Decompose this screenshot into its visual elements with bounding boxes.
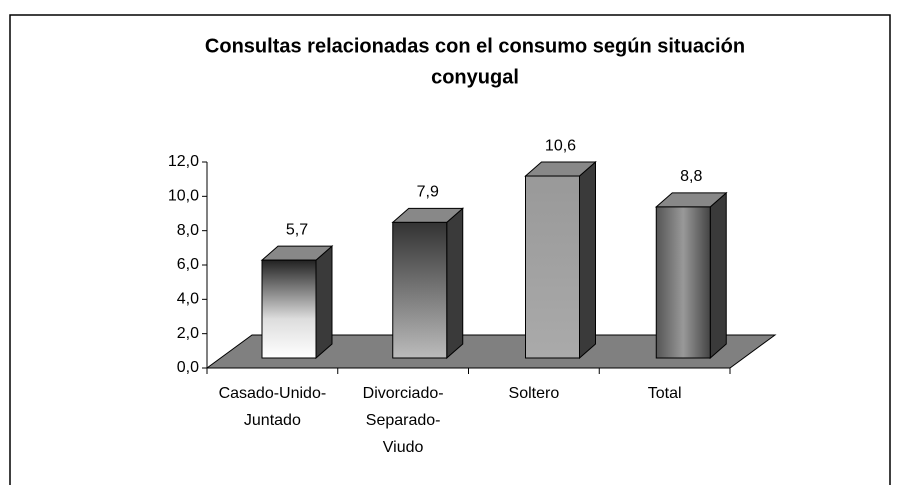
value-label: 8,8 <box>680 168 702 185</box>
chart-title: Consultas relacionadas con el consumo se… <box>205 35 745 57</box>
y-tick-label: 6,0 <box>177 256 199 273</box>
bar-side <box>709 191 727 360</box>
x-tick-label: Viudo <box>383 439 424 456</box>
y-tick-label: 2,0 <box>177 325 199 342</box>
bar-side <box>446 207 464 360</box>
value-label: 10,6 <box>545 137 576 154</box>
chart-title: conyugal <box>431 66 519 88</box>
value-label: 7,9 <box>417 184 439 201</box>
y-tick-label: 8,0 <box>177 222 199 239</box>
y-tick-label: 0,0 <box>177 359 199 376</box>
y-tick-label: 10,0 <box>168 188 199 205</box>
x-tick-label: Divorciado- <box>363 385 444 402</box>
bar <box>655 206 711 359</box>
x-tick-label: Total <box>648 385 682 402</box>
bar <box>525 175 580 359</box>
bar <box>261 259 317 359</box>
bar-side <box>579 160 596 360</box>
x-tick-label: Casado-Unido- <box>219 385 327 402</box>
bar <box>392 221 448 359</box>
x-tick-label: Soltero <box>509 385 560 402</box>
bar-side <box>315 245 333 360</box>
y-tick-label: 12,0 <box>168 153 199 170</box>
value-label: 5,7 <box>286 221 308 238</box>
y-tick-label: 4,0 <box>177 291 199 308</box>
x-tick-label: Juntado <box>244 412 301 429</box>
x-tick-label: Separado- <box>366 412 441 429</box>
